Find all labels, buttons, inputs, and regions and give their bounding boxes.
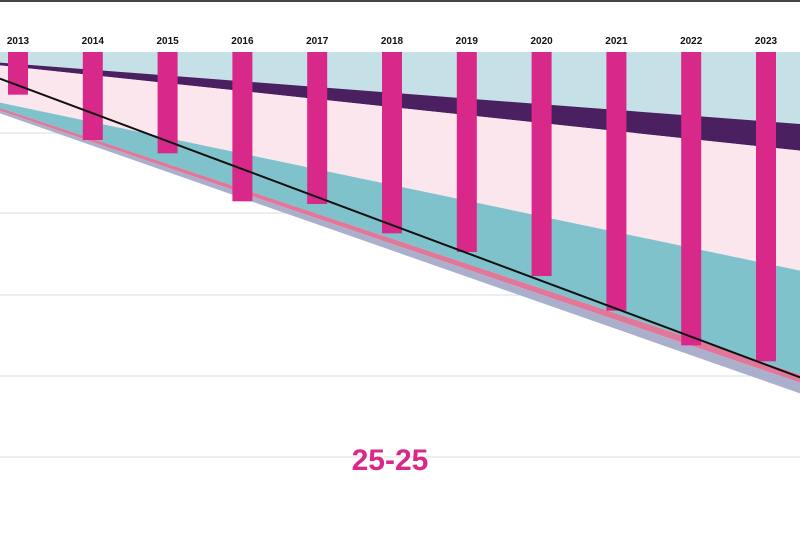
year-label-2023: 2023	[755, 36, 778, 47]
year-label-2017: 2017	[306, 36, 329, 47]
bar-2021	[606, 52, 627, 311]
bar-2018	[382, 52, 402, 234]
year-label-2021: 2021	[605, 36, 628, 47]
bar-2017	[307, 52, 328, 204]
year-label-2013: 2013	[7, 36, 30, 47]
area-deep-pink	[0, 108, 800, 383]
area-lavender	[0, 110, 800, 394]
bar-2023	[756, 52, 776, 362]
trend-line-group	[0, 77, 800, 379]
year-label-2022: 2022	[680, 36, 703, 47]
trend-line	[0, 77, 800, 379]
year-label-2014: 2014	[82, 36, 105, 47]
year-label-2019: 2019	[456, 36, 479, 47]
x-axis-labels: 2013 2014 2015 2016 2017 2018 2019 2020 2021 2022…	[7, 36, 778, 47]
bar-2020	[531, 52, 552, 276]
year-label-2015: 2015	[156, 36, 179, 47]
year-label-2018: 2018	[381, 36, 404, 47]
center-label: 25-25	[352, 444, 429, 477]
bars	[8, 52, 776, 362]
year-label-2016: 2016	[231, 36, 254, 47]
bar-2014	[82, 52, 103, 140]
bar-2022	[681, 52, 702, 346]
bar-2016	[232, 52, 253, 202]
area-teal	[0, 102, 800, 375]
bar-2019	[456, 52, 477, 252]
bar-2015	[157, 52, 178, 154]
year-label-2020: 2020	[530, 36, 553, 47]
